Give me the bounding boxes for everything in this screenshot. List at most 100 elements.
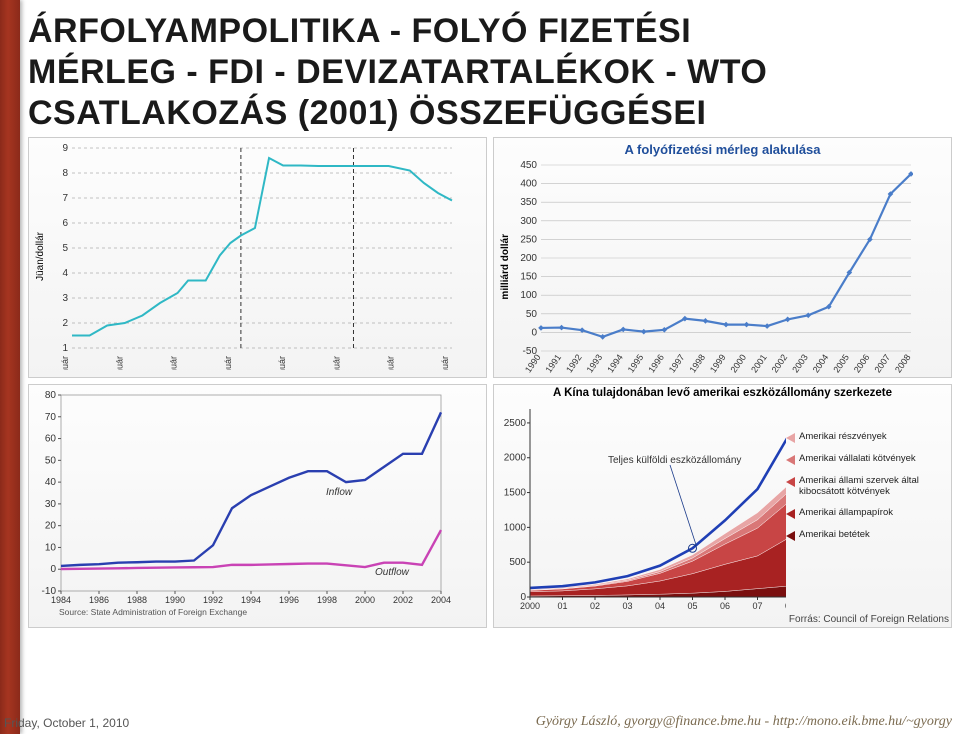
chart-asset-structure: A Kína tulajdonában levő amerikai eszköz… <box>493 384 952 628</box>
svg-text:80: 80 <box>45 390 57 401</box>
svg-text:0: 0 <box>531 327 537 338</box>
svg-text:1994: 1994 <box>241 595 261 605</box>
svg-text:2001: 2001 <box>749 352 769 373</box>
svg-text:1980. január: 1980. január <box>60 356 70 370</box>
svg-text:2002: 2002 <box>770 352 790 373</box>
svg-text:40: 40 <box>45 477 57 488</box>
svg-text:2: 2 <box>62 318 68 329</box>
legend-item: Amerikai állami szervek által kibocsátot… <box>786 475 949 497</box>
svg-text:7: 7 <box>62 193 68 204</box>
svg-text:450: 450 <box>520 161 537 171</box>
svg-text:Inflow: Inflow <box>326 487 353 498</box>
svg-text:2004. január: 2004. január <box>386 356 396 370</box>
chart-yuan-dollar: Jüan/dollár 1 2 3 4 5 6 7 8 9 1980. január 1984. j… <box>28 137 487 378</box>
chart2-ylabel: milliárd dollár <box>500 234 511 300</box>
svg-text:2008: 2008 <box>893 352 913 373</box>
svg-text:2000: 2000 <box>729 352 749 373</box>
svg-text:70: 70 <box>45 412 57 423</box>
svg-text:2004: 2004 <box>811 352 831 373</box>
svg-text:1: 1 <box>62 343 68 354</box>
svg-text:1992: 1992 <box>564 352 584 373</box>
svg-text:2007: 2007 <box>872 352 892 373</box>
svg-text:04: 04 <box>655 601 665 611</box>
chart-current-account: A folyófizetési mérleg alakulása milliár… <box>493 137 952 378</box>
svg-text:4: 4 <box>62 268 68 279</box>
svg-text:1999: 1999 <box>708 352 728 373</box>
svg-text:400: 400 <box>520 179 537 190</box>
title-line-2: MÉRLEG - FDI - DEVIZATARTALÉKOK - WTO <box>28 53 952 92</box>
chart4-title: A Kína tulajdonában levő amerikai eszköz… <box>496 387 949 399</box>
footer-author: György László, gyorgy@finance.bme.hu - h… <box>536 714 952 730</box>
svg-text:Outflow: Outflow <box>375 567 410 578</box>
svg-text:30: 30 <box>45 499 57 510</box>
title-line-1: ÁRFOLYAMPOLITIKA - FOLYÓ FIZETÉSI <box>28 12 952 51</box>
chart4-source: Forrás: Council of Foreign Relations <box>496 614 949 625</box>
svg-text:1988: 1988 <box>127 595 147 605</box>
svg-text:20: 20 <box>45 521 57 532</box>
svg-text:1500: 1500 <box>504 488 527 499</box>
svg-text:6: 6 <box>62 218 68 229</box>
svg-text:1993: 1993 <box>585 352 605 373</box>
svg-text:3: 3 <box>62 293 68 304</box>
svg-text:1986: 1986 <box>89 595 109 605</box>
svg-text:1996: 1996 <box>646 352 666 373</box>
svg-text:07: 07 <box>752 601 762 611</box>
svg-text:8: 8 <box>62 168 68 179</box>
svg-text:1997: 1997 <box>667 352 687 373</box>
svg-text:1992. január: 1992. január <box>223 356 233 370</box>
svg-text:2002: 2002 <box>393 595 413 605</box>
svg-text:2003: 2003 <box>790 352 810 373</box>
svg-text:1984. január: 1984. január <box>114 356 124 370</box>
svg-text:01: 01 <box>557 601 567 611</box>
legend-item: Amerikai részvények <box>786 431 949 443</box>
svg-text:1990: 1990 <box>165 595 185 605</box>
footer-date: Friday, October 1, 2010 <box>4 716 129 730</box>
svg-text:1995: 1995 <box>626 352 646 373</box>
svg-text:300: 300 <box>520 216 537 227</box>
svg-text:10: 10 <box>45 542 57 553</box>
svg-text:9: 9 <box>62 143 68 154</box>
svg-text:200: 200 <box>520 253 537 264</box>
svg-text:1991: 1991 <box>544 352 564 373</box>
svg-text:50: 50 <box>45 455 57 466</box>
svg-text:2500: 2500 <box>504 418 527 429</box>
svg-text:250: 250 <box>520 234 537 245</box>
legend-item: Amerikai betétek <box>786 529 949 541</box>
chart-fdi-flows: -100102030405060708019841986198819901992… <box>28 384 487 628</box>
svg-text:05: 05 <box>687 601 697 611</box>
svg-text:03: 03 <box>622 601 632 611</box>
svg-text:1000: 1000 <box>504 522 527 533</box>
legend-item: Amerikai vállalati kötvények <box>786 453 949 465</box>
svg-text:02: 02 <box>590 601 600 611</box>
svg-text:1996: 1996 <box>279 595 299 605</box>
svg-text:2004: 2004 <box>431 595 451 605</box>
svg-text:2000. január: 2000. január <box>331 356 341 370</box>
svg-text:5: 5 <box>62 243 68 254</box>
svg-text:2000: 2000 <box>520 601 540 611</box>
svg-text:Source: State Administration o: Source: State Administration of Foreign … <box>59 607 247 617</box>
svg-text:150: 150 <box>520 272 537 283</box>
svg-text:350: 350 <box>520 197 537 208</box>
svg-text:1996. január: 1996. január <box>277 356 287 370</box>
svg-text:60: 60 <box>45 434 57 445</box>
svg-text:2000: 2000 <box>355 595 375 605</box>
svg-text:Teljes külföldi eszközállomány: Teljes külföldi eszközállomány <box>608 455 741 466</box>
chart2-title: A folyófizetési mérleg alakulása <box>500 142 945 157</box>
title-line-3: CSATLAKOZÁS (2001) ÖSSZEFÜGGÉSEI <box>28 94 952 133</box>
svg-text:1992: 1992 <box>203 595 223 605</box>
svg-text:2008. január: 2008. január <box>440 356 450 370</box>
svg-text:1988. január: 1988. január <box>169 356 179 370</box>
svg-text:2000: 2000 <box>504 453 527 464</box>
svg-text:1998: 1998 <box>317 595 337 605</box>
svg-text:2005: 2005 <box>831 352 851 373</box>
svg-text:500: 500 <box>509 557 526 568</box>
svg-text:1984: 1984 <box>51 595 71 605</box>
svg-text:1998: 1998 <box>687 352 707 373</box>
legend-item: Amerikai állampapírok <box>786 507 949 519</box>
svg-text:50: 50 <box>526 309 538 320</box>
chart1-ylabel: Jüan/dollár <box>35 232 46 281</box>
svg-text:06: 06 <box>720 601 730 611</box>
svg-text:100: 100 <box>520 290 537 301</box>
svg-text:0: 0 <box>50 564 56 575</box>
svg-text:2006: 2006 <box>852 352 872 373</box>
